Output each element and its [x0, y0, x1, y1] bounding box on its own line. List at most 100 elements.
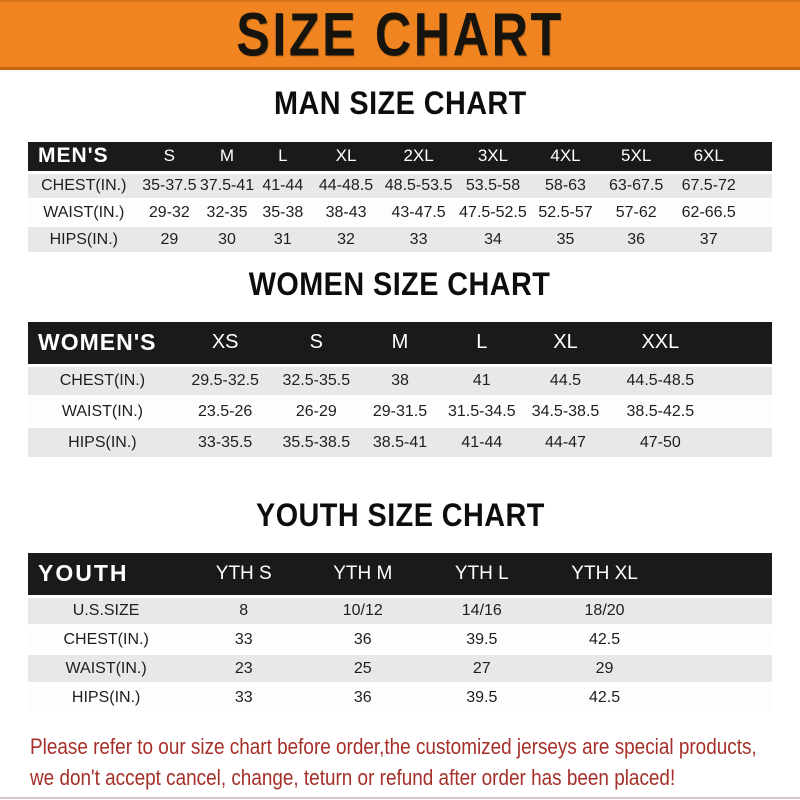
- column-header: M: [359, 322, 441, 367]
- size-cell: 26-29: [273, 396, 360, 428]
- column-header: 4XL: [530, 142, 601, 174]
- column-header: S: [139, 142, 200, 174]
- size-cell: 44.5-48.5: [608, 365, 713, 397]
- table-row: HIPS(IN.) 29 30 31 32 33 34 35 36 37: [28, 226, 772, 254]
- size-cell: 23: [184, 654, 304, 684]
- column-header: 6XL: [671, 142, 746, 174]
- row-label: HIPS(IN.): [28, 226, 140, 254]
- size-cell: 32: [310, 226, 382, 254]
- size-cell: 58-63: [530, 172, 601, 200]
- size-cell: 27: [422, 654, 542, 684]
- size-cell: 29: [139, 226, 200, 254]
- women-section-title: WOMEN SIZE CHART: [0, 266, 800, 306]
- spacer-cell: [712, 427, 772, 459]
- size-cell: 31: [254, 226, 311, 254]
- size-cell: 57-62: [600, 199, 672, 227]
- spacer-cell: [712, 396, 772, 428]
- size-cell: 8: [184, 596, 304, 626]
- spacer-cell: [667, 683, 772, 713]
- row-label: WAIST(IN.): [28, 199, 140, 227]
- women-header-row: WOMEN'S XS S M L XL XXL: [28, 322, 772, 367]
- women-section-title-text: WOMEN SIZE CHART: [249, 266, 551, 302]
- men-size-table: MEN'S S M L XL 2XL 3XL 4XL 5XL 6XL CHEST(IN.) 35-3…: [28, 142, 772, 254]
- row-label: U.S.SIZE: [28, 596, 185, 626]
- size-cell: 33: [184, 683, 304, 713]
- size-cell: 44-48.5: [310, 172, 382, 200]
- disclaimer-line-2: we don't accept cancel, change, teturn o…: [30, 765, 676, 790]
- table-row: CHEST(IN.) 29.5-32.5 32.5-35.5 38 41 44.5 44.5…: [28, 365, 772, 397]
- column-header: XL: [310, 142, 382, 174]
- spacer-cell: [712, 365, 772, 397]
- column-header: YTH L: [422, 553, 542, 598]
- spacer-cell: [745, 142, 772, 174]
- size-cell: 38: [359, 365, 441, 397]
- column-header: YTH XL: [541, 553, 668, 598]
- size-cell: 37.5-41: [199, 172, 255, 200]
- size-cell: 36: [303, 625, 423, 655]
- table-row: CHEST(IN.) 33 36 39.5 42.5: [28, 625, 772, 655]
- youth-section-title-text: YOUTH SIZE CHART: [255, 497, 545, 533]
- column-header: XS: [176, 322, 274, 367]
- size-cell: 38.5-41: [359, 427, 441, 459]
- row-label: HIPS(IN.): [28, 683, 185, 713]
- size-cell: 62-66.5: [671, 199, 746, 227]
- disclaimer-line-1: Please refer to our size chart before or…: [30, 734, 757, 759]
- table-row: CHEST(IN.) 35-37.5 37.5-41 41-44 44-48.5 48.5…: [28, 172, 772, 200]
- column-header: XXL: [608, 322, 713, 367]
- size-cell: 10/12: [303, 596, 423, 626]
- size-cell: 47-50: [608, 427, 713, 459]
- size-cell: 25: [303, 654, 423, 684]
- size-cell: 52.5-57: [530, 199, 601, 227]
- spacer-cell: [667, 596, 772, 626]
- column-header: L: [440, 322, 523, 367]
- column-header: M: [199, 142, 255, 174]
- spacer-cell: [667, 654, 772, 684]
- size-cell: 38.5-42.5: [608, 396, 713, 428]
- size-cell: 29-32: [139, 199, 200, 227]
- table-row: WAIST(IN.) 23 25 27 29: [28, 654, 772, 684]
- size-cell: 14/16: [422, 596, 542, 626]
- table-row: U.S.SIZE 8 10/12 14/16 18/20: [28, 596, 772, 626]
- youth-size-table: YOUTH YTH S YTH M YTH L YTH XL U.S.SIZE 8 10/1…: [28, 553, 772, 713]
- size-cell: 35-37.5: [139, 172, 200, 200]
- table-row: WAIST(IN.) 23.5-26 26-29 29-31.5 31.5-34.5 34…: [28, 396, 772, 428]
- spacer-cell: [745, 172, 772, 200]
- row-label: WAIST(IN.): [28, 654, 185, 684]
- size-cell: 30: [199, 226, 255, 254]
- row-label: HIPS(IN.): [28, 427, 177, 459]
- column-header: 2XL: [381, 142, 456, 174]
- men-header-row: MEN'S S M L XL 2XL 3XL 4XL 5XL 6XL: [28, 142, 772, 174]
- women-band-label: WOMEN'S: [28, 322, 177, 367]
- spacer-cell: [712, 322, 772, 367]
- table-row: HIPS(IN.) 33-35.5 35.5-38.5 38.5-41 41-44 44-…: [28, 427, 772, 459]
- size-cell: 42.5: [541, 625, 668, 655]
- column-header: S: [273, 322, 360, 367]
- women-size-table: WOMEN'S XS S M L XL XXL CHEST(IN.) 29.5-32.5 32.…: [28, 322, 772, 459]
- men-band-label: MEN'S: [28, 142, 140, 174]
- size-cell: 41-44: [254, 172, 311, 200]
- size-cell: 47.5-52.5: [455, 199, 531, 227]
- size-cell: 33: [184, 625, 304, 655]
- bottom-divider: [0, 797, 800, 799]
- size-chart-banner: SIZE CHART: [0, 0, 800, 70]
- size-cell: 29.5-32.5: [176, 365, 274, 397]
- size-cell: 63-67.5: [600, 172, 672, 200]
- size-cell: 41-44: [440, 427, 523, 459]
- disclaimer-note: Please refer to our size chart before or…: [30, 731, 800, 793]
- size-cell: 35.5-38.5: [273, 427, 360, 459]
- table-row: WAIST(IN.) 29-32 32-35 35-38 38-43 43-47.5 47.…: [28, 199, 772, 227]
- spacer-cell: [745, 199, 772, 227]
- row-label: CHEST(IN.): [28, 365, 177, 397]
- men-section-title: MAN SIZE CHART: [0, 85, 800, 125]
- size-cell: 67.5-72: [671, 172, 746, 200]
- row-label: CHEST(IN.): [28, 172, 140, 200]
- column-header: L: [254, 142, 311, 174]
- column-header: YTH S: [184, 553, 304, 598]
- size-cell: 36: [600, 226, 672, 254]
- size-cell: 34.5-38.5: [522, 396, 609, 428]
- youth-band-label: YOUTH: [28, 553, 185, 598]
- size-cell: 31.5-34.5: [440, 396, 523, 428]
- column-header: 5XL: [600, 142, 672, 174]
- size-cell: 39.5: [422, 683, 542, 713]
- column-header: 3XL: [455, 142, 531, 174]
